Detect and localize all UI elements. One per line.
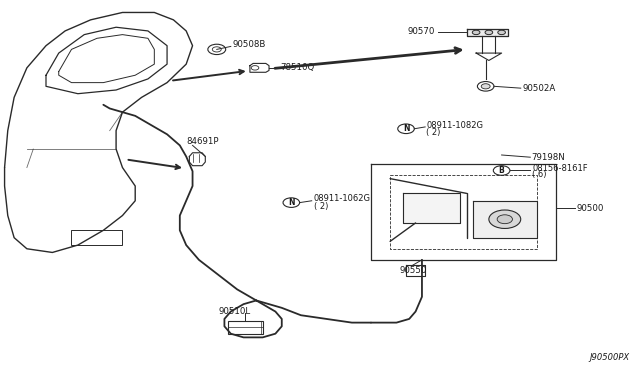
Text: 08156-8161F: 08156-8161F	[532, 164, 588, 173]
Polygon shape	[403, 193, 460, 223]
Text: 90510L: 90510L	[218, 307, 250, 316]
Text: ( 2): ( 2)	[426, 128, 441, 137]
Circle shape	[489, 210, 521, 228]
Polygon shape	[473, 201, 537, 238]
Circle shape	[497, 215, 513, 224]
Text: 90550: 90550	[399, 266, 427, 275]
Text: N: N	[403, 124, 409, 133]
Text: 90502A: 90502A	[523, 84, 556, 93]
Text: B: B	[499, 166, 504, 175]
Text: J90500PX: J90500PX	[589, 353, 629, 362]
Text: 08911-1082G: 08911-1082G	[426, 121, 483, 129]
Circle shape	[481, 84, 490, 89]
Polygon shape	[467, 29, 508, 36]
Text: ( 2): ( 2)	[314, 202, 328, 211]
Text: 90570: 90570	[407, 27, 435, 36]
Circle shape	[498, 30, 506, 35]
Text: 90500: 90500	[577, 203, 604, 213]
Circle shape	[472, 30, 480, 35]
Text: 84691P: 84691P	[186, 137, 219, 146]
Circle shape	[485, 30, 493, 35]
Text: N: N	[288, 198, 294, 207]
Text: 79198N: 79198N	[532, 153, 565, 162]
Text: 08911-1062G: 08911-1062G	[314, 195, 371, 203]
Bar	[72, 230, 122, 245]
Bar	[228, 321, 262, 334]
Text: ( 6): ( 6)	[532, 170, 547, 179]
Text: 90508B: 90508B	[232, 41, 266, 49]
Text: 78510Q: 78510Q	[280, 63, 314, 72]
